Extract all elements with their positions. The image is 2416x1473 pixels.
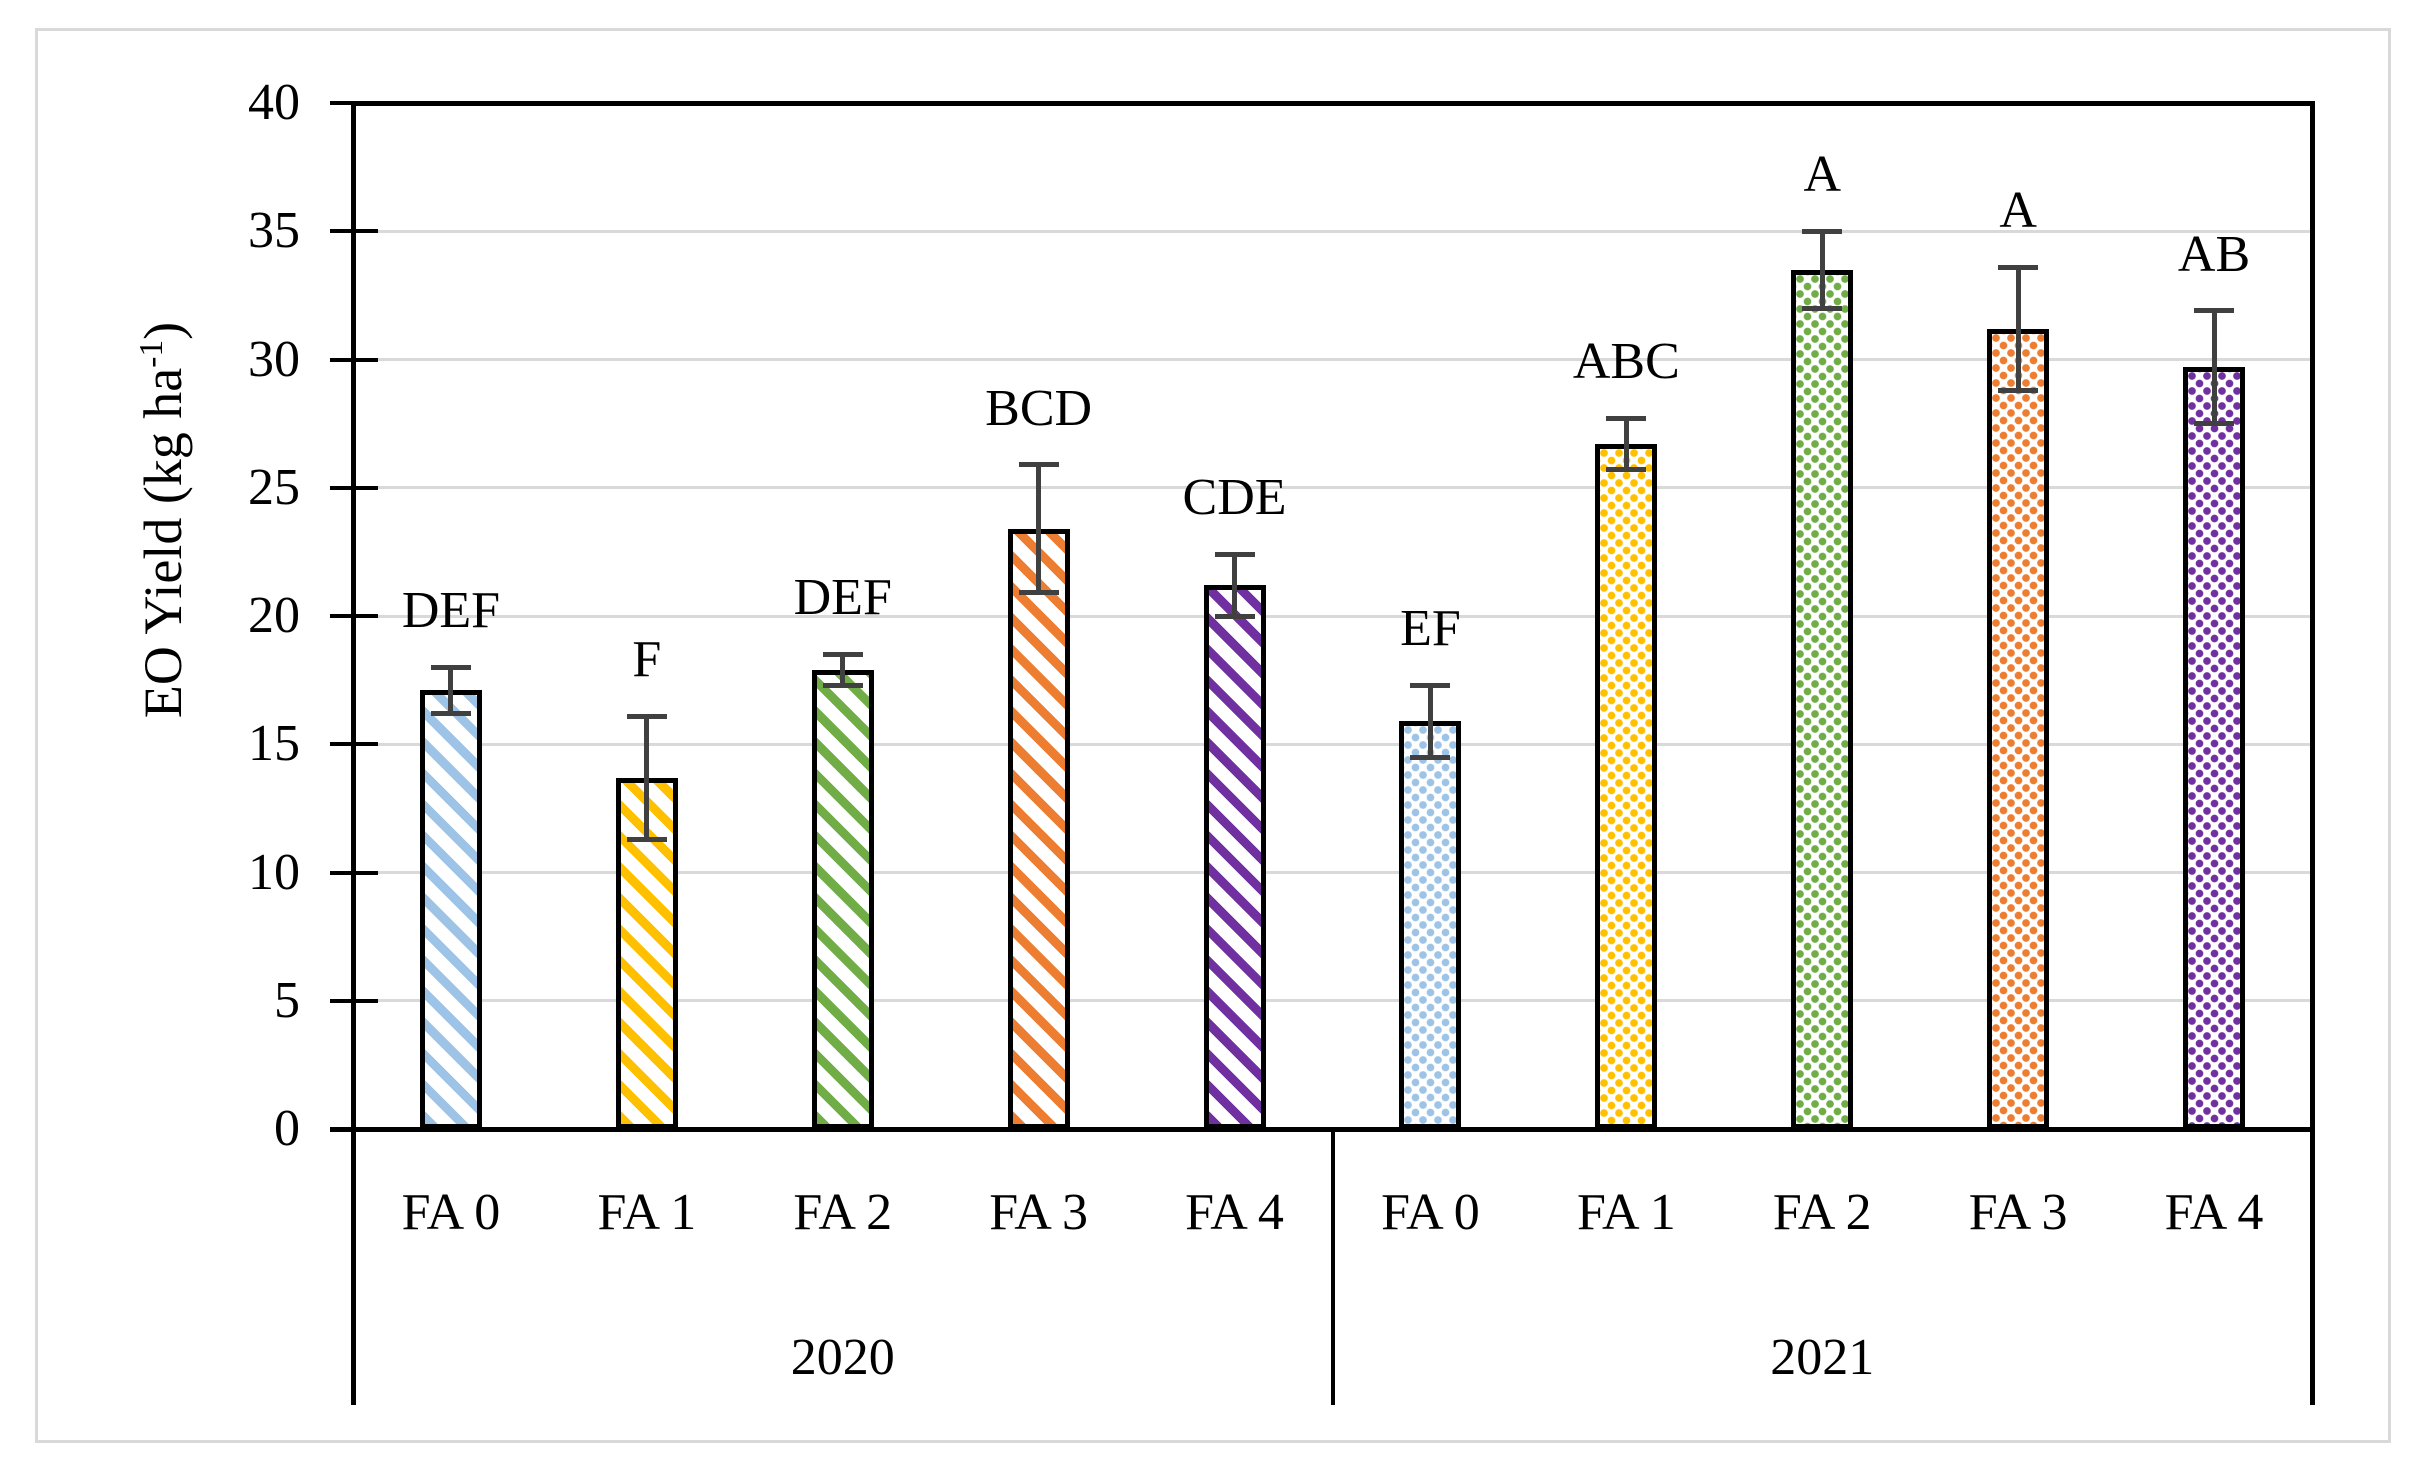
error-bar-cap-top: [1018, 462, 1059, 468]
error-bar: [644, 716, 650, 840]
y-tick-label: 30: [248, 330, 300, 388]
gridline: [353, 229, 2312, 233]
significance-letter: ABC: [1572, 333, 1680, 391]
error-bar: [840, 654, 846, 686]
x-group-label-2020: 2020: [790, 1329, 895, 1386]
error-bar-cap-top: [1410, 682, 1451, 688]
error-bar-cap-bottom: [822, 682, 863, 688]
x-category-label: FA 1: [1576, 1184, 1676, 1241]
significance-letter: BCD: [985, 379, 1093, 437]
error-bar-cap-top: [1802, 228, 1843, 234]
error-bar: [1427, 685, 1433, 758]
bar-2020-FA1: [615, 777, 678, 1129]
x-category-label: FA 2: [1772, 1184, 1872, 1241]
gridline: [353, 871, 2312, 874]
gridline: [353, 999, 2312, 1003]
bar-2021-FA0: [1399, 721, 1462, 1129]
error-bar: [1036, 464, 1042, 593]
error-bar-cap-top: [2194, 308, 2235, 314]
significance-letter: A: [1999, 182, 2037, 240]
y-tick-label: 35: [248, 202, 300, 260]
significance-letter: DEF: [793, 569, 892, 627]
error-bar-cap-top: [822, 651, 863, 657]
gridline: [353, 358, 2312, 361]
bar-2021-FA1: [1595, 444, 1658, 1129]
gridline: [353, 742, 2312, 746]
x-category-label: FA 4: [1185, 1184, 1284, 1241]
x-category-label: FA 4: [2164, 1184, 2264, 1241]
error-bar: [1232, 554, 1238, 616]
error-bar-cap-top: [626, 713, 667, 719]
bar-2021-FA4: [2183, 367, 2246, 1129]
gridline: [353, 486, 2312, 490]
error-bar-cap-bottom: [1606, 467, 1647, 473]
significance-letter: DEF: [401, 582, 501, 640]
error-bar-cap-top: [1214, 551, 1255, 557]
error-bar-cap-bottom: [1802, 305, 1843, 311]
x-category-label: FA 0: [1381, 1184, 1480, 1241]
y-tick-label: 15: [248, 715, 300, 773]
y-tick-label: 20: [248, 587, 300, 644]
error-bar: [1623, 418, 1629, 470]
error-bar-cap-top: [430, 664, 471, 670]
x-category-label: FA 0: [401, 1184, 501, 1241]
error-bar-cap-bottom: [1410, 754, 1451, 760]
group-separator: [1330, 1129, 1335, 1405]
y-tick-label: 25: [248, 458, 300, 516]
bar-2021-FA2: [1791, 269, 1854, 1129]
significance-letter: AB: [2177, 225, 2251, 283]
error-bar: [448, 667, 454, 714]
error-bar-cap-bottom: [430, 710, 471, 716]
error-bar: [2211, 310, 2217, 424]
bar-2020-FA4: [1203, 585, 1266, 1129]
bar-2020-FA2: [811, 669, 874, 1129]
error-bar: [2015, 267, 2021, 391]
error-bar-cap-bottom: [1018, 590, 1059, 596]
y-tick-label: 10: [248, 843, 300, 901]
figure-border: [35, 28, 2391, 1443]
x-category-label: FA 1: [597, 1184, 697, 1241]
error-bar-cap-bottom: [1998, 387, 2039, 393]
bar-2020-FA3: [1007, 528, 1070, 1129]
significance-letter: EF: [1400, 600, 1461, 658]
significance-letter: A: [1803, 146, 1842, 204]
error-bar: [1819, 231, 1825, 309]
error-bar-cap-bottom: [1214, 613, 1255, 619]
error-bar-cap-top: [1998, 264, 2039, 270]
y-axis-line: [350, 101, 356, 1405]
plot-top-border: [350, 101, 2315, 106]
x-group-label-2021: 2021: [1770, 1329, 1875, 1386]
error-bar-cap-bottom: [2194, 421, 2235, 427]
error-bar-cap-top: [1606, 415, 1647, 421]
gridline: [353, 614, 2312, 618]
y-axis-title-text: EO Yield (kg ha: [133, 367, 193, 719]
significance-letter: CDE: [1182, 469, 1287, 527]
y-tick-label: 0: [274, 1100, 300, 1157]
x-category-label: FA 3: [989, 1184, 1088, 1241]
error-bar-cap-bottom: [626, 836, 667, 842]
x-axis-line: [330, 1126, 2312, 1132]
bar-2021-FA3: [1987, 328, 2050, 1129]
y-tick-label: 5: [274, 971, 300, 1029]
plot-right-border: [2309, 101, 2315, 1405]
significance-letter: F: [632, 631, 662, 689]
bar-2020-FA0: [419, 690, 482, 1129]
x-category-label: FA 3: [1968, 1184, 2068, 1241]
x-category-label: FA 2: [793, 1184, 893, 1241]
y-tick-label: 40: [248, 74, 300, 131]
